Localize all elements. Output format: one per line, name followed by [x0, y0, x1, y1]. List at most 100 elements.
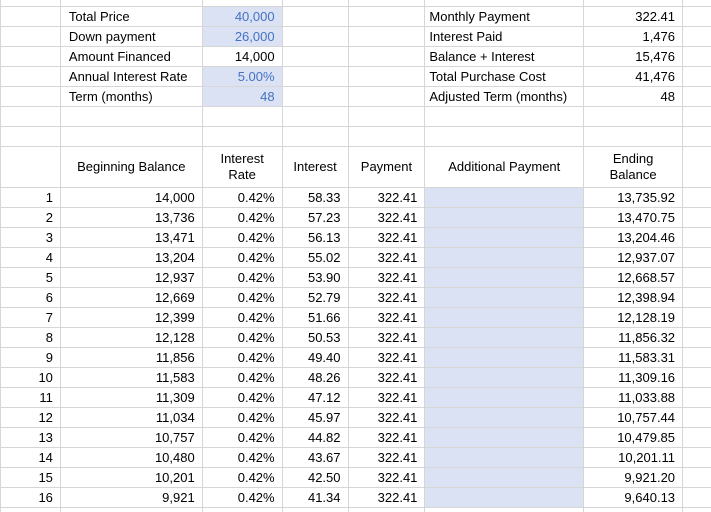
cell-additional-payment[interactable] [425, 348, 585, 368]
cell-payment[interactable]: 322.41 [348, 208, 426, 228]
cell-annual-interest-rate-label[interactable]: Annual Interest Rate [60, 67, 203, 87]
cell-empty[interactable] [683, 7, 711, 27]
cell-empty[interactable] [60, 0, 203, 7]
cell-additional-payment[interactable] [425, 368, 585, 388]
cell-empty[interactable] [683, 368, 711, 388]
cell-row-number[interactable]: 2 [1, 208, 61, 228]
cell-beginning-balance[interactable]: 10,201 [60, 468, 203, 488]
cell-amount-financed-label[interactable]: Amount Financed [60, 47, 203, 67]
cell-payment[interactable]: 322.41 [348, 368, 426, 388]
cell-interest-paid-label[interactable]: Interest Paid [425, 27, 585, 47]
cell-additional-payment[interactable] [425, 288, 585, 308]
cell-row-number[interactable]: 15 [1, 468, 61, 488]
cell-row-number[interactable]: 3 [1, 228, 61, 248]
cell-beginning-balance[interactable]: 12,128 [60, 328, 203, 348]
cell-empty[interactable] [348, 67, 426, 87]
cell-interest-rate[interactable]: 0.42% [202, 488, 283, 508]
cell-interest-rate[interactable]: 0.42% [202, 308, 283, 328]
cell-payment[interactable]: 322.41 [348, 408, 426, 428]
cell-interest-rate[interactable]: 0.42% [202, 228, 283, 248]
cell-payment[interactable]: 322.41 [348, 488, 426, 508]
cell-interest-rate[interactable]: 0.42% [202, 288, 283, 308]
cell-beginning-balance[interactable]: 9,921 [60, 488, 203, 508]
cell-interest-paid-value[interactable]: 1,476 [584, 27, 684, 47]
cell-empty[interactable] [683, 188, 711, 208]
cell-interest[interactable]: 43.67 [282, 448, 349, 468]
cell-empty[interactable] [683, 388, 711, 408]
cell-row-number[interactable]: 10 [1, 368, 61, 388]
cell-empty[interactable] [1, 87, 61, 107]
cell-interest-rate[interactable]: 0.42% [202, 248, 283, 268]
cell-empty[interactable] [683, 248, 711, 268]
cell-payment[interactable]: 322.41 [348, 228, 426, 248]
cell-interest-rate[interactable]: 0.42% [202, 468, 283, 488]
cell-interest-rate[interactable]: 0.42% [202, 348, 283, 368]
cell-additional-payment[interactable] [425, 208, 585, 228]
cell-additional-payment[interactable] [425, 468, 585, 488]
cell-beginning-balance[interactable]: 12,399 [60, 308, 203, 328]
cell-empty[interactable] [683, 468, 711, 488]
cell-interest-rate[interactable]: 0.42% [202, 268, 283, 288]
cell-term-months-label[interactable]: Term (months) [60, 87, 203, 107]
cell-empty[interactable] [60, 107, 203, 127]
header-interest-rate[interactable]: Interest Rate [202, 147, 283, 188]
cell-empty[interactable] [683, 87, 711, 107]
cell-beginning-balance[interactable]: 12,937 [60, 268, 203, 288]
cell-interest[interactable]: 49.40 [282, 348, 349, 368]
cell-ending-balance[interactable]: 9,921.20 [584, 468, 684, 488]
cell-beginning-balance[interactable]: 10,480 [60, 448, 203, 468]
cell-ending-balance[interactable]: 13,735.92 [584, 188, 684, 208]
cell-empty[interactable] [683, 107, 711, 127]
cell-term-months-value[interactable]: 48 [202, 87, 283, 107]
cell-interest[interactable]: 52.79 [282, 288, 349, 308]
cell-empty[interactable] [683, 328, 711, 348]
cell-ending-balance[interactable]: 13,204.46 [584, 228, 684, 248]
cell-additional-payment[interactable] [425, 428, 585, 448]
cell-row-number[interactable]: 5 [1, 268, 61, 288]
cell-empty[interactable] [282, 0, 349, 7]
cell-total-price-label[interactable]: Total Price [60, 7, 203, 27]
cell-interest-rate[interactable]: 0.42% [202, 188, 283, 208]
cell-row-number[interactable]: 8 [1, 328, 61, 348]
cell-interest[interactable]: 55.02 [282, 248, 349, 268]
cell-payment[interactable]: 322.41 [348, 288, 426, 308]
cell-additional-payment[interactable] [425, 188, 585, 208]
cell-empty[interactable] [1, 67, 61, 87]
cell-empty[interactable] [282, 127, 349, 147]
cell-empty[interactable] [683, 208, 711, 228]
header-interest[interactable]: Interest [282, 147, 349, 188]
cell-interest-rate[interactable]: 0.42% [202, 448, 283, 468]
cell-row-number[interactable]: 7 [1, 308, 61, 328]
cell-row-number[interactable]: 1 [1, 188, 61, 208]
cell-additional-payment[interactable] [425, 308, 585, 328]
cell-monthly-payment-value[interactable]: 322.41 [584, 7, 684, 27]
cell-empty[interactable] [683, 448, 711, 468]
cell-interest-rate[interactable]: 0.42% [202, 368, 283, 388]
cell-empty[interactable] [425, 107, 585, 127]
cell-beginning-balance[interactable]: 14,000 [60, 188, 203, 208]
cell-interest[interactable]: 45.97 [282, 408, 349, 428]
cell-empty[interactable] [683, 47, 711, 67]
cell-total-price-value[interactable]: 40,000 [202, 7, 283, 27]
cell-ending-balance[interactable]: 11,856.32 [584, 328, 684, 348]
cell-empty[interactable] [584, 107, 684, 127]
cell-payment[interactable]: 322.41 [348, 468, 426, 488]
cell-beginning-balance[interactable]: 11,856 [60, 348, 203, 368]
cell-empty[interactable] [348, 87, 426, 107]
cell-empty[interactable] [683, 428, 711, 448]
cell-empty[interactable] [203, 508, 283, 512]
cell-beginning-balance[interactable]: 13,736 [60, 208, 203, 228]
cell-balance-plus-interest-value[interactable]: 15,476 [584, 47, 684, 67]
header-additional-payment[interactable]: Additional Payment [425, 147, 585, 188]
cell-beginning-balance[interactable]: 12,669 [60, 288, 203, 308]
cell-empty[interactable] [584, 508, 684, 512]
cell-empty[interactable] [683, 288, 711, 308]
header-beginning-balance[interactable]: Beginning Balance [60, 147, 203, 188]
cell-down-payment-label[interactable]: Down payment [60, 27, 203, 47]
cell-ending-balance[interactable]: 12,398.94 [584, 288, 684, 308]
cell-empty[interactable] [283, 508, 349, 512]
cell-payment[interactable]: 322.41 [348, 308, 426, 328]
cell-empty[interactable] [282, 47, 349, 67]
cell-total-purchase-cost-value[interactable]: 41,476 [584, 67, 684, 87]
cell-additional-payment[interactable] [425, 268, 585, 288]
